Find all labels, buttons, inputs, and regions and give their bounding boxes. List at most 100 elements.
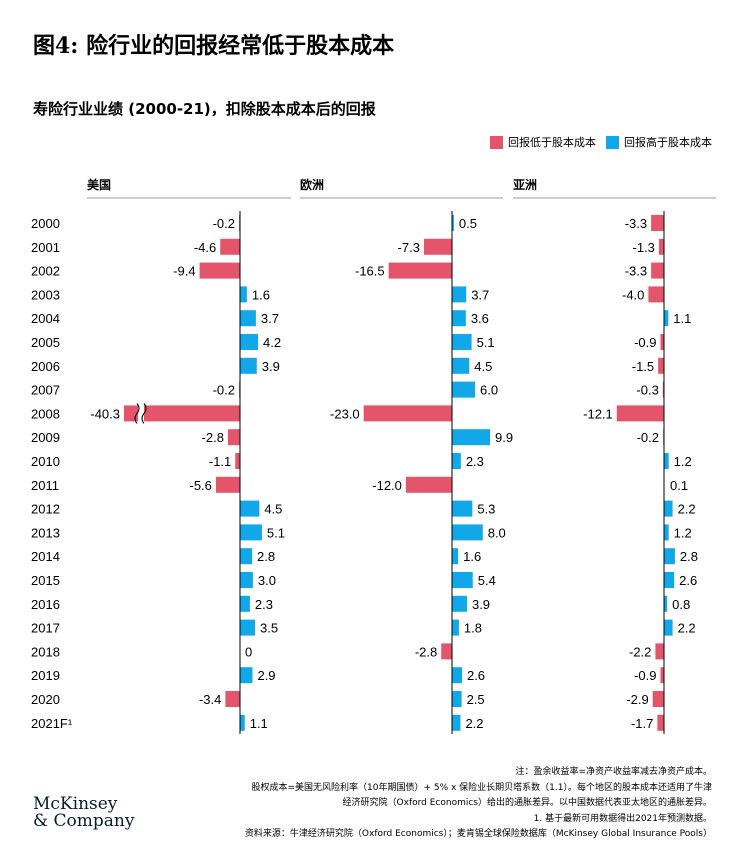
bar	[225, 691, 240, 707]
bar-chart: 2000 2001 2002 2003 2004 2005 2006 2007 2008 2009…	[31, 177, 716, 734]
data-label: -23.0	[330, 406, 360, 421]
bar	[199, 262, 240, 279]
axis-break-mark	[134, 403, 140, 424]
data-label: -7.3	[398, 240, 420, 255]
data-label: -0.9	[634, 335, 656, 350]
category-label: 2001	[31, 240, 60, 255]
data-label: -0.2	[637, 430, 659, 445]
category-label: 2011	[31, 478, 59, 493]
data-label: -2.9	[626, 692, 648, 707]
category-label: 2021F¹	[31, 716, 73, 731]
data-label: -0.3	[636, 383, 658, 398]
bar	[240, 524, 262, 541]
data-label: 3.9	[472, 597, 490, 612]
data-label: -4.6	[194, 240, 216, 255]
category-label: 2013	[31, 525, 60, 540]
category-label: 2015	[31, 573, 60, 588]
data-label: 1.2	[674, 454, 692, 469]
bar	[235, 453, 240, 469]
bar	[452, 381, 476, 398]
category-label: 2010	[31, 454, 60, 469]
legend-swatch-positive	[606, 135, 619, 149]
bar	[452, 334, 472, 350]
data-label: -4.0	[622, 287, 644, 302]
data-label: 0.8	[672, 597, 690, 612]
bar	[452, 524, 483, 541]
bar	[452, 572, 473, 588]
data-label: 3.7	[261, 311, 279, 326]
data-label: 8.0	[488, 525, 506, 540]
bar	[452, 691, 462, 707]
panel-header: 欧洲	[300, 177, 324, 192]
bar	[452, 500, 473, 517]
data-label: 3.5	[260, 621, 278, 636]
bar	[452, 310, 466, 327]
category-label: 2008	[31, 406, 60, 421]
logo-line-2: & Company	[33, 811, 135, 831]
bar	[423, 238, 452, 255]
data-label: 3.0	[258, 573, 276, 588]
data-label: -2.2	[629, 644, 651, 659]
bar	[652, 691, 664, 707]
data-label: 4.5	[474, 359, 492, 374]
bar	[240, 286, 247, 303]
bar	[616, 405, 664, 422]
bar	[651, 262, 664, 279]
bar	[240, 334, 259, 350]
data-label: 5.4	[478, 573, 496, 588]
category-label: 2004	[31, 311, 60, 326]
bar	[441, 643, 452, 660]
bar	[664, 595, 668, 612]
bar	[452, 215, 454, 231]
data-label: 3.9	[262, 359, 280, 374]
data-label: -1.1	[209, 454, 231, 469]
data-label: 2.2	[465, 716, 483, 731]
bar	[664, 524, 669, 541]
data-label: -2.8	[202, 430, 224, 445]
data-label: 0	[245, 644, 252, 659]
data-label: 2.5	[467, 692, 485, 707]
category-label: 2009	[31, 430, 60, 445]
data-label: 0.1	[670, 478, 688, 493]
bar	[452, 357, 470, 374]
data-label: 2.2	[678, 621, 696, 636]
bar	[658, 238, 664, 255]
source-line: 资料来源：牛津经济研究院（Oxford Economics）；麦肯锡全球保险数据…	[244, 829, 712, 839]
data-label: -40.3	[90, 406, 120, 421]
bar	[240, 310, 256, 327]
bar	[664, 572, 675, 588]
bar	[664, 548, 675, 565]
data-label: -12.0	[372, 478, 402, 493]
category-label: 2018	[31, 644, 60, 659]
data-label: 2.8	[257, 549, 275, 564]
data-label: 2.8	[680, 549, 698, 564]
category-label: 2003	[31, 287, 60, 302]
data-label: 0.5	[459, 216, 477, 231]
legend-swatch-negative	[490, 135, 503, 149]
data-label: 1.6	[463, 549, 481, 564]
legend-item-negative: 回报低于股本成本	[490, 134, 596, 150]
axis-break-gap	[138, 403, 144, 424]
panel-header: 亚洲	[513, 178, 537, 192]
data-label: -1.3	[633, 240, 655, 255]
note-line: 1. 基于最新可用数据得出2021年预测数据。	[533, 813, 712, 824]
data-label: -1.5	[632, 359, 654, 374]
bar	[662, 381, 664, 398]
bar	[452, 429, 491, 446]
data-label: 4.2	[263, 335, 281, 350]
legend-label-negative: 回报低于股本成本	[508, 136, 596, 149]
legend-item-positive: 回报高于股本成本	[606, 134, 712, 150]
data-label: -0.9	[634, 668, 656, 683]
bar	[452, 595, 467, 612]
bar	[220, 238, 240, 255]
bar	[452, 453, 461, 469]
data-label: 4.5	[264, 502, 282, 517]
category-label: 2014	[31, 549, 60, 564]
data-label: -0.2	[213, 383, 235, 398]
bar	[240, 595, 250, 612]
data-label: -5.6	[190, 478, 212, 493]
data-label: 1.6	[252, 287, 270, 302]
bar	[655, 643, 664, 660]
chart-title: 图4: 险行业的回报经常低于股本成本	[33, 33, 395, 59]
note-line: 经济研究院（Oxford Economics）给出的通胀差异。以中国数据代表亚太…	[342, 798, 712, 808]
